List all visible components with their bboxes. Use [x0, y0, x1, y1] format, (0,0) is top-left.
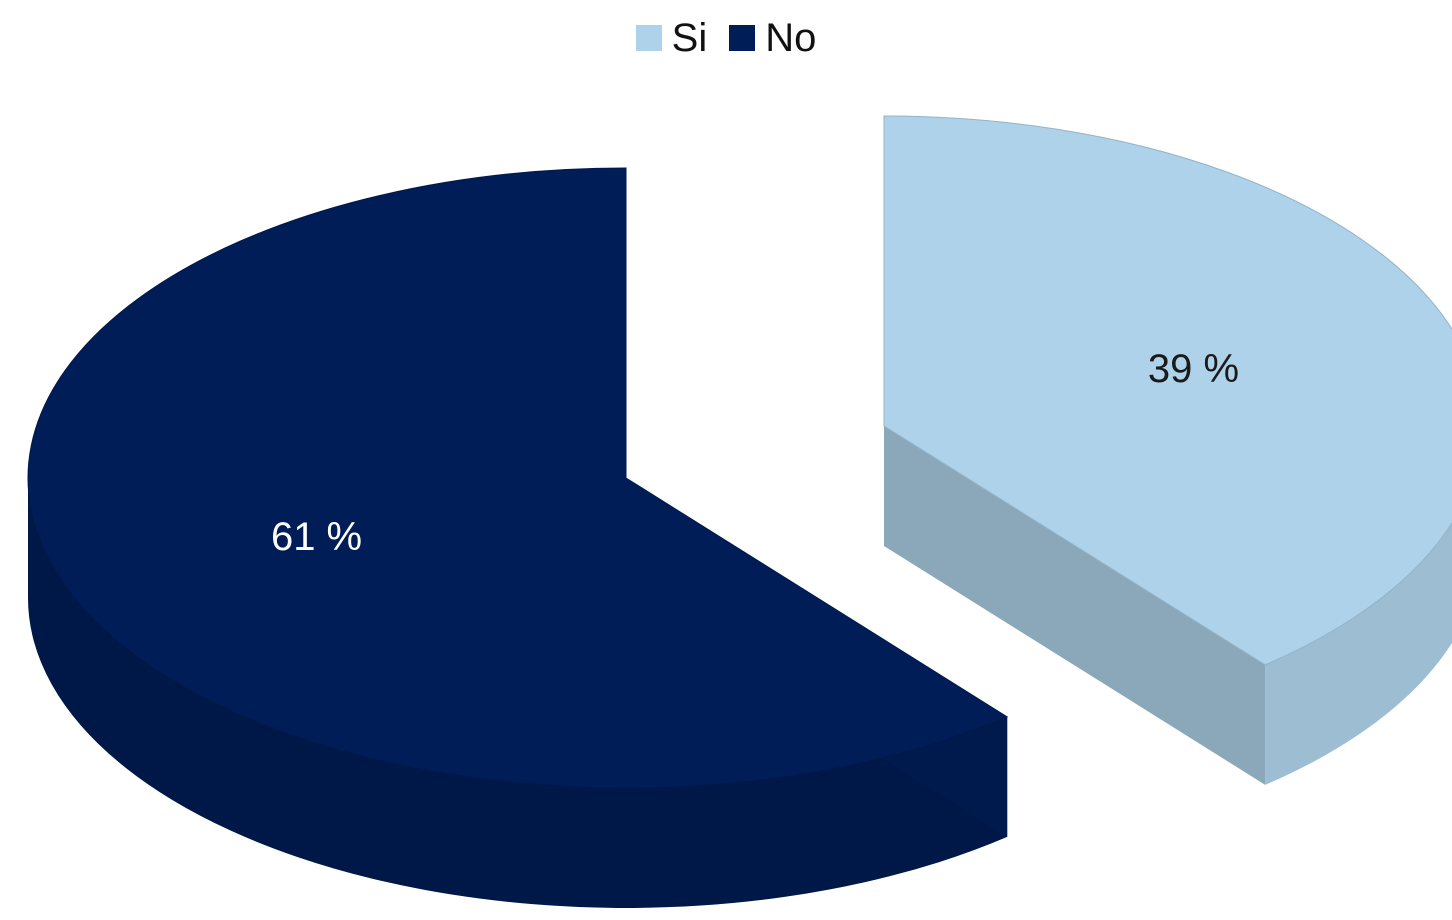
legend-swatch-si	[635, 25, 662, 51]
legend-label-si: Si	[671, 16, 708, 60]
chart-legend: Si No	[0, 18, 1452, 58]
legend-swatch-no	[729, 25, 756, 51]
pie-slice-si-top	[883, 115, 1452, 666]
pie-slice-si	[883, 115, 1452, 785]
pie-slice-no	[27, 167, 1009, 908]
legend-item-si: Si	[635, 16, 708, 60]
legend-item-no: No	[729, 18, 816, 58]
legend-label-no: No	[765, 16, 817, 60]
pie-slice-si-side	[1265, 522, 1452, 785]
pie-slice-no-side	[28, 478, 1008, 908]
data-label-si: 39 %	[1148, 347, 1239, 391]
pie-slice-no-top	[27, 167, 1009, 789]
pie-slice-si-cut-1	[884, 426, 1266, 785]
data-label-no: 61 %	[271, 515, 362, 559]
